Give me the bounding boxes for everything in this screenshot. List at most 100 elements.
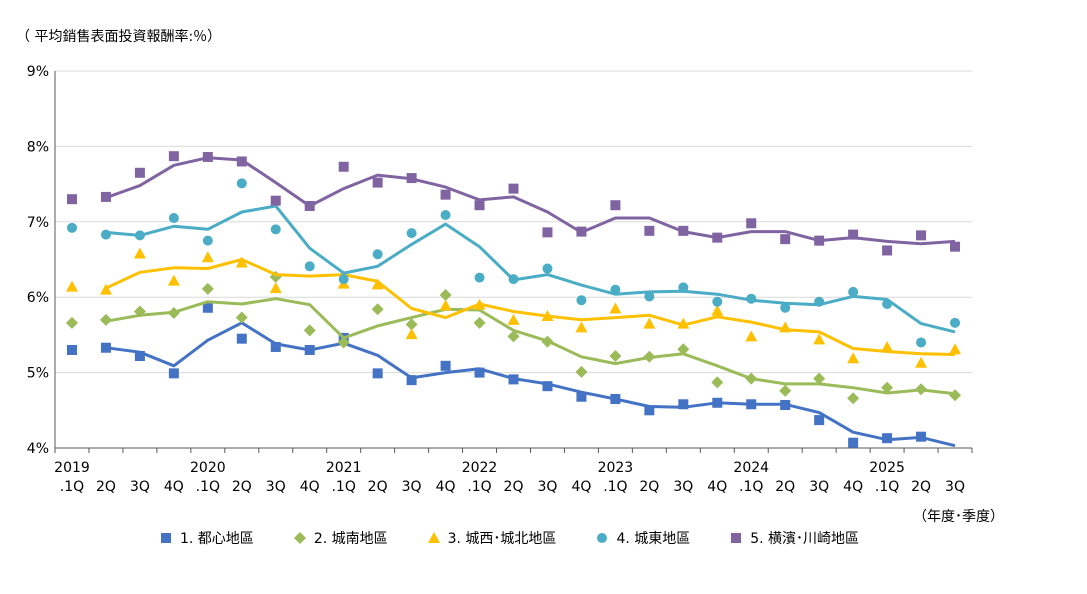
data-point <box>372 368 383 379</box>
data-point <box>406 228 417 239</box>
data-point <box>576 295 587 306</box>
data-point <box>780 302 791 313</box>
x-tick-label: 3Q <box>945 479 965 495</box>
chart-grid <box>55 70 972 374</box>
data-point <box>610 284 621 295</box>
series-trend-line <box>105 321 956 448</box>
data-point <box>473 298 486 310</box>
data-point <box>236 333 247 344</box>
data-point <box>65 280 78 292</box>
x-tick-label: 4Q <box>436 479 456 495</box>
data-point <box>236 156 247 167</box>
data-point <box>814 235 825 246</box>
data-point <box>161 533 171 543</box>
data-point <box>304 261 315 272</box>
data-point <box>882 298 893 309</box>
data-point <box>474 367 485 378</box>
legend-marker <box>293 532 306 544</box>
x-tick-label: 2Q <box>232 479 252 495</box>
y-tick-label: 5% <box>27 366 49 382</box>
x-tick-label: 2Q <box>911 479 931 495</box>
data-point <box>474 272 485 283</box>
legend-item-5: 5. 横濱･川崎地區 <box>730 528 859 548</box>
x-tick-label: 3Q <box>402 479 422 495</box>
x-tick-label: 2Q <box>96 479 116 495</box>
data-point <box>134 167 145 178</box>
data-point <box>304 344 315 355</box>
data-point <box>745 330 758 342</box>
data-point <box>711 304 724 316</box>
x-tick-label: .1Q <box>739 479 763 495</box>
x-year-label: 2023 <box>598 460 634 476</box>
data-point <box>542 227 553 238</box>
data-point <box>610 200 621 211</box>
data-point <box>202 235 213 246</box>
data-point <box>508 374 519 385</box>
data-point <box>916 230 927 241</box>
data-point <box>304 200 315 211</box>
chart-legend: 1. 都心地區 2. 城南地區 3. 城西･城北地區 4. 城東地區 5. 横濱･川崎地… <box>160 528 859 548</box>
data-point <box>712 296 723 307</box>
data-point <box>201 282 214 295</box>
data-point <box>575 365 588 378</box>
data-point <box>406 375 417 386</box>
series-3 <box>65 247 962 368</box>
legend-label: 3. 城西･城北地區 <box>447 531 557 547</box>
chart-ticks: 4% 5% 6% 7% 8% 9% .1Q 2Q 3Q 4Q .1Q 2Q 3Q 4Q .1Q 2Q 3Q 4Q.… <box>27 64 965 495</box>
data-point <box>303 324 316 337</box>
data-point <box>235 256 248 268</box>
y-tick-label: 9% <box>27 64 49 80</box>
data-point <box>507 330 520 343</box>
data-point <box>100 342 111 353</box>
data-point <box>168 213 179 224</box>
data-point <box>372 249 383 260</box>
data-point <box>847 352 860 364</box>
legend-label: 1. 都心地區 <box>180 531 254 547</box>
data-point <box>201 251 214 263</box>
data-point <box>882 245 893 256</box>
data-point <box>882 433 893 444</box>
data-point <box>338 161 349 172</box>
series-trend-line <box>105 258 956 356</box>
data-point <box>202 302 213 313</box>
y-tick-label: 6% <box>27 290 49 306</box>
x-tick-label: .1Q <box>196 479 220 495</box>
data-point <box>293 532 306 544</box>
data-point <box>847 392 860 405</box>
data-point <box>745 372 758 385</box>
data-point <box>134 230 145 241</box>
legend-marker <box>161 533 171 543</box>
data-point <box>406 173 417 184</box>
data-point <box>677 343 690 356</box>
legend-marker <box>427 532 440 543</box>
series-4 <box>66 178 961 348</box>
x-tick-label: 4Q <box>843 479 863 495</box>
data-point <box>949 343 962 355</box>
series-trend-line <box>105 297 956 396</box>
data-point <box>881 381 894 394</box>
legend-item-4: 4. 城東地區 <box>596 528 690 548</box>
chart-axes <box>54 71 973 453</box>
data-point <box>66 222 77 233</box>
x-tick-label: 3Q <box>266 479 286 495</box>
x-tick-label: .1Q <box>467 479 491 495</box>
data-point <box>405 318 418 331</box>
data-point <box>712 397 723 408</box>
x-tick-label: 3Q <box>130 479 150 495</box>
data-point <box>508 274 519 285</box>
data-point <box>440 210 451 221</box>
data-point <box>202 151 213 162</box>
data-point <box>541 310 554 322</box>
y-tick-label: 7% <box>27 215 49 231</box>
x-tick-label: 4Q <box>300 479 320 495</box>
data-point <box>100 191 111 202</box>
x-year-label: 2022 <box>462 460 498 476</box>
data-point <box>65 316 78 329</box>
data-point <box>66 344 77 355</box>
x-tick-label: 2Q <box>775 479 795 495</box>
data-point <box>473 316 486 329</box>
data-point <box>427 532 440 543</box>
data-point <box>678 399 689 410</box>
data-point <box>848 437 859 448</box>
